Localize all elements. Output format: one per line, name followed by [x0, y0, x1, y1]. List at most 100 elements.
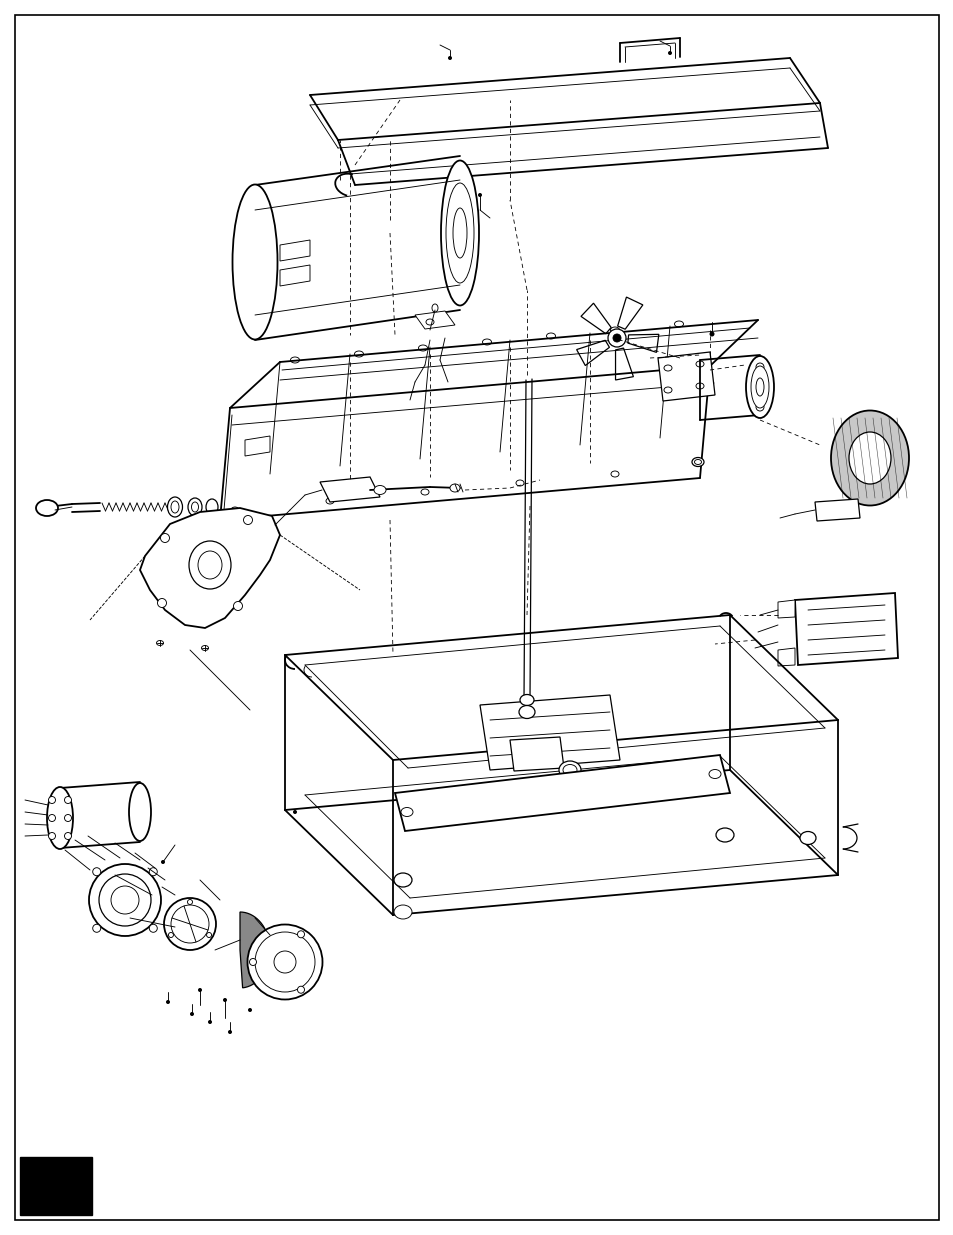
Ellipse shape [518, 705, 535, 719]
Ellipse shape [49, 815, 55, 821]
Ellipse shape [207, 932, 212, 937]
Ellipse shape [65, 797, 71, 804]
Ellipse shape [613, 333, 620, 342]
Ellipse shape [47, 787, 73, 848]
Ellipse shape [233, 601, 242, 610]
Ellipse shape [168, 496, 182, 517]
Ellipse shape [519, 694, 534, 705]
Ellipse shape [206, 499, 218, 515]
Ellipse shape [667, 51, 671, 56]
Polygon shape [319, 477, 379, 501]
Ellipse shape [49, 797, 55, 804]
Polygon shape [615, 348, 633, 380]
Polygon shape [617, 298, 642, 330]
Ellipse shape [36, 500, 58, 516]
Ellipse shape [709, 331, 714, 336]
Ellipse shape [694, 459, 700, 464]
Ellipse shape [198, 988, 202, 992]
Ellipse shape [293, 810, 296, 814]
Ellipse shape [558, 761, 580, 779]
Ellipse shape [450, 484, 459, 492]
Polygon shape [280, 266, 310, 287]
Ellipse shape [374, 485, 386, 494]
Polygon shape [479, 695, 619, 769]
Bar [20, 1157, 91, 1215]
Ellipse shape [248, 1008, 252, 1011]
Ellipse shape [149, 868, 157, 876]
Ellipse shape [129, 783, 151, 841]
Polygon shape [658, 352, 714, 401]
Ellipse shape [49, 832, 55, 840]
Ellipse shape [188, 498, 202, 516]
Ellipse shape [440, 161, 478, 305]
Ellipse shape [457, 207, 461, 212]
Ellipse shape [607, 329, 625, 347]
Polygon shape [140, 508, 280, 629]
Ellipse shape [99, 874, 151, 926]
Ellipse shape [169, 932, 173, 937]
Polygon shape [240, 911, 270, 988]
Ellipse shape [161, 860, 165, 864]
Ellipse shape [208, 1020, 212, 1024]
Ellipse shape [233, 184, 277, 340]
Ellipse shape [164, 898, 215, 950]
Polygon shape [415, 311, 455, 329]
Ellipse shape [274, 951, 295, 973]
Ellipse shape [394, 873, 412, 887]
Polygon shape [395, 755, 729, 831]
Ellipse shape [149, 924, 157, 932]
Polygon shape [280, 240, 310, 261]
Ellipse shape [89, 864, 161, 936]
Ellipse shape [708, 769, 720, 778]
Ellipse shape [848, 432, 890, 484]
Ellipse shape [755, 378, 763, 396]
Ellipse shape [188, 899, 193, 904]
Ellipse shape [247, 925, 322, 999]
Polygon shape [576, 341, 609, 366]
Ellipse shape [171, 501, 179, 513]
Ellipse shape [190, 1011, 193, 1016]
Ellipse shape [111, 885, 139, 914]
Polygon shape [627, 335, 659, 352]
Ellipse shape [456, 230, 462, 236]
Ellipse shape [189, 541, 231, 589]
Ellipse shape [166, 1000, 170, 1004]
Ellipse shape [171, 905, 209, 944]
Ellipse shape [745, 356, 773, 417]
Ellipse shape [192, 501, 198, 513]
Ellipse shape [250, 958, 256, 966]
Ellipse shape [201, 646, 209, 651]
Ellipse shape [92, 868, 101, 876]
Ellipse shape [160, 534, 170, 542]
Ellipse shape [477, 193, 481, 198]
Polygon shape [814, 499, 859, 521]
Ellipse shape [92, 924, 101, 932]
Ellipse shape [65, 832, 71, 840]
Ellipse shape [394, 905, 412, 919]
Ellipse shape [457, 253, 461, 257]
Polygon shape [245, 436, 270, 456]
Polygon shape [510, 737, 563, 771]
Ellipse shape [223, 998, 227, 1002]
Ellipse shape [254, 932, 314, 992]
Ellipse shape [755, 363, 763, 370]
Ellipse shape [448, 56, 452, 61]
Ellipse shape [400, 808, 413, 816]
Polygon shape [580, 303, 611, 333]
Ellipse shape [691, 457, 703, 467]
Ellipse shape [156, 641, 163, 646]
Ellipse shape [716, 827, 733, 842]
Polygon shape [794, 593, 897, 664]
Ellipse shape [198, 551, 222, 579]
Ellipse shape [243, 515, 253, 525]
Ellipse shape [755, 403, 763, 411]
Ellipse shape [562, 764, 577, 776]
Ellipse shape [446, 183, 474, 283]
Ellipse shape [453, 207, 467, 258]
Ellipse shape [228, 1030, 232, 1034]
Ellipse shape [800, 831, 815, 845]
Ellipse shape [65, 815, 71, 821]
Ellipse shape [830, 410, 908, 505]
Ellipse shape [297, 931, 304, 937]
Ellipse shape [157, 599, 167, 608]
